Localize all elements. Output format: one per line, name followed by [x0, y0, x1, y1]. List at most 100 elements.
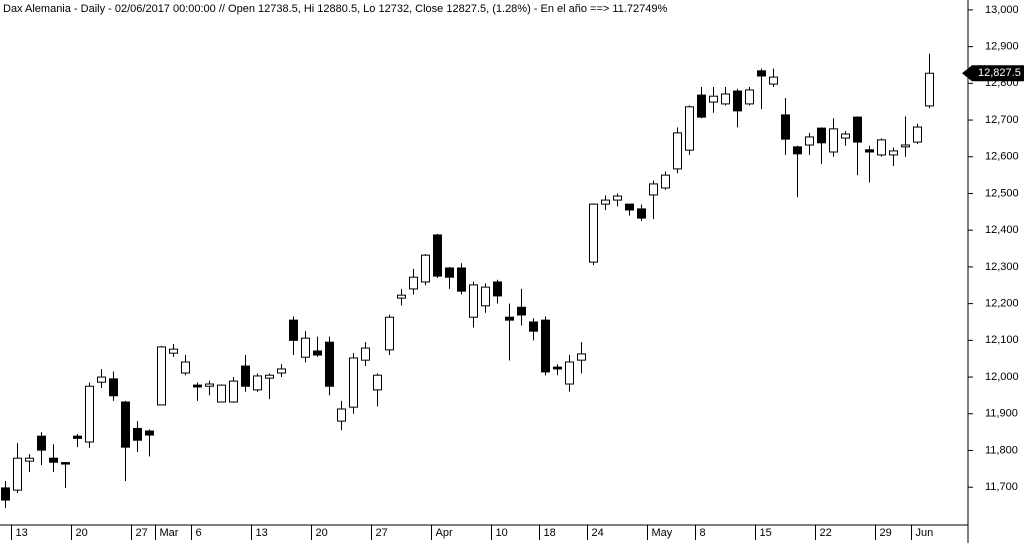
candle-body	[373, 374, 382, 391]
y-tick-label: 13,000	[985, 4, 1019, 16]
candle-body	[241, 365, 250, 387]
candle-body	[229, 380, 238, 403]
candle-body	[73, 435, 82, 439]
candle-body	[253, 375, 262, 391]
candle-body	[553, 366, 562, 370]
candle-body	[685, 106, 694, 151]
x-tick-label: 29	[880, 527, 892, 539]
candle-body	[133, 427, 142, 441]
candle-body	[397, 294, 406, 299]
candle-body	[913, 126, 922, 143]
y-tick-label: 12,700	[985, 114, 1019, 126]
candle-body	[97, 376, 106, 383]
candle-body	[217, 384, 226, 403]
candle-body	[1, 487, 10, 501]
y-tick-label: 12,100	[985, 334, 1019, 346]
x-tick-label: May	[652, 527, 673, 539]
candle-body	[433, 234, 442, 277]
candle-body	[613, 195, 622, 201]
candle-body	[313, 350, 322, 356]
candle-body	[157, 346, 166, 406]
candle-body	[169, 348, 178, 354]
candle-body	[721, 93, 730, 105]
candle-body	[829, 128, 838, 153]
candle-body	[37, 435, 46, 451]
candle-body	[25, 457, 34, 462]
candle-body	[805, 136, 814, 146]
candle-body	[637, 208, 646, 219]
candle-body	[733, 90, 742, 112]
candle-body	[361, 347, 370, 361]
candle-body	[865, 149, 874, 153]
y-tick-label: 11,700	[985, 481, 1018, 493]
chart-title: Dax Alemania - Daily - 02/06/2017 00:00:…	[3, 3, 667, 15]
candle-body	[925, 72, 934, 107]
candle-body	[601, 199, 610, 205]
candle-body	[661, 174, 670, 189]
x-tick-label: 27	[136, 527, 148, 539]
candle-body	[493, 281, 502, 297]
y-tick-label: 12,000	[985, 371, 1019, 383]
candle-body	[409, 276, 418, 290]
x-tick-label: Apr	[436, 527, 453, 539]
candle-body	[61, 462, 70, 465]
x-tick-label: 20	[316, 527, 328, 539]
candle-body	[757, 70, 766, 77]
candle-body	[745, 89, 754, 105]
y-tick-label: 12,500	[985, 187, 1019, 199]
candle-body	[505, 316, 514, 321]
x-tick-label: Jun	[916, 527, 934, 539]
candle-body	[673, 132, 682, 170]
x-tick-label: 27	[376, 527, 388, 539]
candle-body	[853, 116, 862, 143]
y-tick-label: 12,900	[985, 41, 1019, 53]
y-tick-label: 12,200	[985, 298, 1019, 310]
last-price-label: 12,827.5	[978, 67, 1021, 79]
y-tick-label: 12,300	[985, 261, 1019, 273]
candle-body	[445, 267, 454, 278]
y-tick-label: 12,400	[985, 224, 1019, 236]
candle-body	[121, 401, 130, 448]
candle-body	[85, 385, 94, 443]
x-tick-label: 18	[544, 527, 556, 539]
candle-body	[577, 353, 586, 361]
candle-body	[145, 430, 154, 436]
candle-body	[349, 357, 358, 408]
x-tick-label: Mar	[160, 527, 179, 539]
candle-body	[793, 146, 802, 155]
candle-body	[49, 457, 58, 463]
candle-body	[289, 319, 298, 341]
candle-body	[481, 286, 490, 307]
candle-body	[421, 254, 430, 283]
candle-body	[877, 139, 886, 156]
candle-body	[901, 144, 910, 148]
candle-body	[889, 150, 898, 156]
y-tick-label: 12,600	[985, 151, 1019, 163]
x-tick-label: 6	[196, 527, 202, 539]
last-price-marker	[962, 65, 1024, 82]
candle-body	[457, 267, 466, 292]
candle-body	[193, 384, 202, 388]
candle-body	[841, 133, 850, 139]
candle-body	[565, 361, 574, 385]
candle-body	[817, 127, 826, 144]
candle-body	[109, 378, 118, 397]
candle-body	[697, 94, 706, 118]
candle-body	[541, 319, 550, 373]
candle-body	[205, 383, 214, 387]
x-tick-label: 15	[760, 527, 772, 539]
candle-body	[769, 76, 778, 85]
candle-body	[649, 183, 658, 196]
candle-body	[265, 374, 274, 379]
candle-body	[301, 337, 310, 358]
candle-body	[529, 321, 538, 332]
y-tick-label: 11,900	[985, 408, 1018, 420]
candle-body	[709, 95, 718, 103]
candle-body	[277, 368, 286, 374]
candle-body	[781, 114, 790, 140]
x-tick-label: 8	[700, 527, 706, 539]
candle-body	[325, 341, 334, 387]
x-tick-label: 24	[592, 527, 604, 539]
